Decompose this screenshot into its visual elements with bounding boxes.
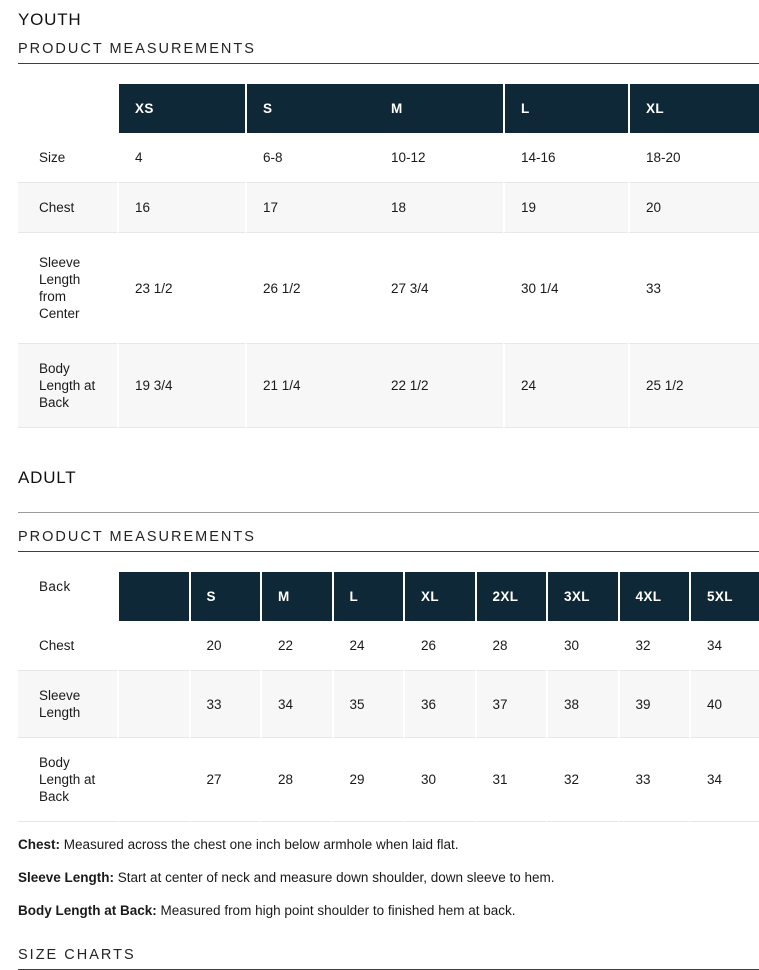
note-body-length-term: Body Length at Back: xyxy=(18,903,157,918)
row-label: Body Length at Back xyxy=(18,738,117,822)
column-header-5xl: 5XL xyxy=(689,572,759,621)
measurement-value: 24 xyxy=(331,621,403,671)
adult-measurements-heading: PRODUCT MEASUREMENTS xyxy=(18,529,759,552)
column-header-2xl: 2XL xyxy=(474,572,546,621)
youth-section-title: YOUTH xyxy=(18,10,82,29)
measurement-value: 20 xyxy=(628,183,759,233)
note-chest: Chest: Measured across the chest one inc… xyxy=(18,836,759,853)
table-header-row: XS S M L XL xyxy=(18,84,759,133)
measurement-value: 26 1/2 xyxy=(245,233,375,344)
measurement-value: 32 xyxy=(546,738,618,822)
table-row: Sleeve Length 33 34 35 36 37 38 39 40 xyxy=(18,671,759,738)
table-row: Chest 20 22 24 26 28 30 32 34 xyxy=(18,621,759,671)
measurement-value: 40 xyxy=(689,671,759,738)
measurement-value: 38 xyxy=(546,671,618,738)
measurement-value: 39 xyxy=(617,671,689,738)
column-header-xl: XL xyxy=(628,84,759,133)
adult-section-title: ADULT xyxy=(18,468,77,487)
measurement-value: 20 xyxy=(188,621,260,671)
measurement-value: 33 xyxy=(617,738,689,822)
measurement-value: 19 3/4 xyxy=(117,344,245,428)
column-header-xl: XL xyxy=(403,572,475,621)
measurement-value: 32 xyxy=(617,621,689,671)
note-body-length-description: Measured from high point shoulder to fin… xyxy=(160,903,516,918)
measurement-value: 22 xyxy=(260,621,332,671)
table-row: Chest 16 17 18 19 20 xyxy=(18,183,759,233)
measurement-value xyxy=(117,738,189,822)
measurement-value: 25 1/2 xyxy=(628,344,759,428)
measurement-value: 22 1/2 xyxy=(375,344,503,428)
column-header-l: L xyxy=(503,84,628,133)
measurement-value: 4 xyxy=(117,133,245,183)
note-body-length: Body Length at Back: Measured from high … xyxy=(18,902,759,919)
measurement-value: 33 xyxy=(628,233,759,344)
note-sleeve-length-term: Sleeve Length: xyxy=(18,870,115,885)
corner-label: Back xyxy=(39,579,71,594)
row-label: Sleeve Length from Center xyxy=(18,233,117,344)
table-row: Body Length at Back 19 3/4 21 1/4 22 1/2 24 2… xyxy=(18,344,759,428)
measurement-value: 35 xyxy=(331,671,403,738)
youth-measurements-table: XS S M L XL Size 4 6-8 10-12 14-16 18-20 Chest 16 17 1… xyxy=(18,84,759,428)
column-header-s: S xyxy=(245,84,375,133)
row-label: Chest xyxy=(18,183,117,233)
measurement-value: 28 xyxy=(260,738,332,822)
note-chest-term: Chest: xyxy=(18,837,61,852)
column-header-s: S xyxy=(188,572,260,621)
measurement-value: 33 xyxy=(188,671,260,738)
column-header-4xl: 4XL xyxy=(617,572,689,621)
size-charts-heading: SIZE CHARTS xyxy=(18,947,759,970)
column-header-3xl: 3XL xyxy=(546,572,618,621)
measurement-value xyxy=(117,621,189,671)
measurement-value: 37 xyxy=(474,671,546,738)
measurement-value: 14-16 xyxy=(503,133,628,183)
row-label: Chest xyxy=(18,621,117,671)
measurement-value: 29 xyxy=(331,738,403,822)
corner-label xyxy=(18,84,117,133)
table-header-row: Back S M L XL 2XL 3XL 4XL 5XL xyxy=(18,572,759,621)
note-sleeve-length-description: Start at center of neck and measure down… xyxy=(117,870,555,885)
measurement-value: 30 xyxy=(403,738,475,822)
youth-measurements-heading: PRODUCT MEASUREMENTS xyxy=(18,41,759,64)
measurement-value: 24 xyxy=(503,344,628,428)
measurement-value: 30 1/4 xyxy=(503,233,628,344)
measurement-value: 31 xyxy=(474,738,546,822)
adult-measurements-table: Back S M L XL 2XL 3XL 4XL 5XL Chest 20 22 24 26 28 30 32… xyxy=(18,572,759,822)
measurement-value: 17 xyxy=(245,183,375,233)
measurement-value: 23 1/2 xyxy=(117,233,245,344)
note-chest-description: Measured across the chest one inch below… xyxy=(63,837,459,852)
measurement-value: 6-8 xyxy=(245,133,375,183)
table-row: Size 4 6-8 10-12 14-16 18-20 xyxy=(18,133,759,183)
measurement-value: 21 1/4 xyxy=(245,344,375,428)
measurement-value: 18 xyxy=(375,183,503,233)
row-label: Body Length at Back xyxy=(18,344,117,428)
column-header-m: M xyxy=(260,572,332,621)
column-header-empty xyxy=(117,572,189,621)
measurement-notes: Chest: Measured across the chest one inc… xyxy=(18,836,759,919)
measurement-value: 16 xyxy=(117,183,245,233)
measurement-value xyxy=(117,671,189,738)
measurement-value: 10-12 xyxy=(375,133,503,183)
measurement-value: 26 xyxy=(403,621,475,671)
row-label: Size xyxy=(18,133,117,183)
measurement-value: 27 xyxy=(188,738,260,822)
measurement-value: 27 3/4 xyxy=(375,233,503,344)
measurement-value: 19 xyxy=(503,183,628,233)
measurement-value: 18-20 xyxy=(628,133,759,183)
note-sleeve-length: Sleeve Length: Start at center of neck a… xyxy=(18,869,759,886)
table-row: Sleeve Length from Center 23 1/2 26 1/2 27 … xyxy=(18,233,759,344)
measurement-value: 34 xyxy=(689,738,759,822)
measurement-value: 30 xyxy=(546,621,618,671)
measurement-value: 34 xyxy=(689,621,759,671)
measurement-value: 34 xyxy=(260,671,332,738)
column-header-l: L xyxy=(331,572,403,621)
row-label: Sleeve Length xyxy=(18,671,117,738)
table-row: Body Length at Back 27 28 29 30 31 32 33 34 xyxy=(18,738,759,822)
measurement-value: 36 xyxy=(403,671,475,738)
measurement-value: 28 xyxy=(474,621,546,671)
section-divider xyxy=(18,512,759,513)
column-header-m: M xyxy=(375,84,503,133)
column-header-xs: XS xyxy=(117,84,245,133)
